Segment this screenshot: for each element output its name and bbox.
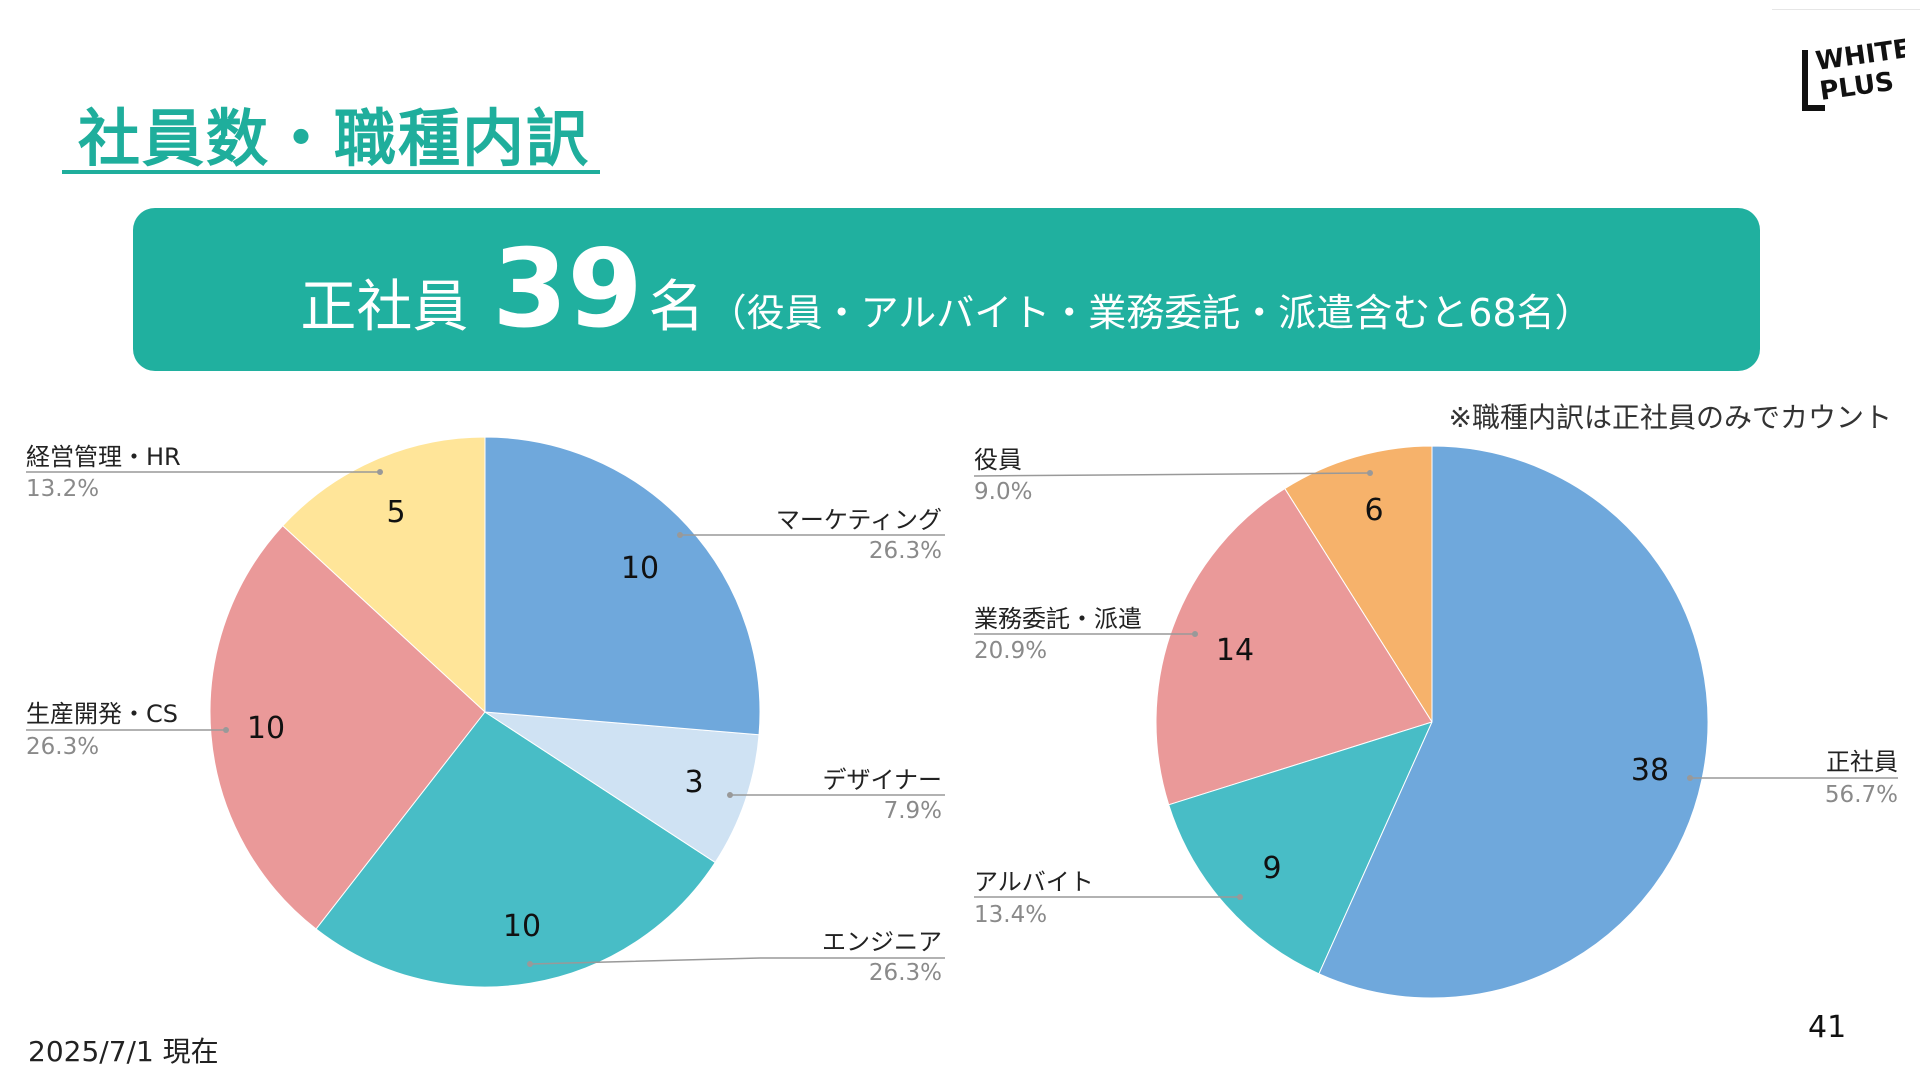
slice-part-time bbox=[1168, 721, 1433, 975]
footnote: ※職種内訳は正社員のみでカウント bbox=[1448, 401, 1892, 434]
percent-label-part-time: 13.4% bbox=[974, 902, 1047, 928]
pie-chart-employment: 38 9 14 6 正社員 56.7% アルバイト 13.4% 業務委託・派遣 … bbox=[973, 445, 1898, 999]
category-label-marketing: マーケティング bbox=[776, 506, 942, 534]
value-label-management-hr: 5 bbox=[386, 495, 405, 530]
leader-dot-marketing bbox=[677, 532, 683, 538]
leader-dot-executive bbox=[1367, 470, 1373, 476]
category-label-management-hr: 経営管理・HR bbox=[26, 443, 181, 471]
banner-unit: 名 bbox=[648, 274, 705, 340]
percent-label-engineer: 26.3% bbox=[869, 960, 942, 986]
category-label-production-cs: 生産開発・CS bbox=[26, 700, 178, 728]
leader-dot-management-hr bbox=[377, 469, 383, 475]
percent-label-designer: 7.9% bbox=[884, 798, 942, 824]
value-label-designer: 3 bbox=[684, 765, 703, 800]
leader-dot-designer bbox=[727, 792, 733, 798]
value-label-contractor: 14 bbox=[1216, 633, 1254, 668]
slice-regular-employee bbox=[1318, 445, 1709, 999]
category-label-executive: 役員 bbox=[974, 446, 1022, 474]
banner-count: 39 bbox=[492, 226, 643, 352]
category-label-part-time: アルバイト bbox=[974, 868, 1094, 896]
slice-designer bbox=[484, 711, 760, 864]
category-label-engineer: エンジニア bbox=[822, 928, 942, 956]
leader-dot-engineer bbox=[527, 961, 533, 967]
slice-engineer bbox=[315, 711, 716, 988]
slice-production-cs bbox=[209, 525, 486, 930]
pie-chart-occupation: 10 3 10 10 5 マーケティング 26.3% デザイナー 7.9% エン… bbox=[26, 436, 945, 988]
slice-executive bbox=[1284, 445, 1433, 724]
leader-dot-regular-employee bbox=[1687, 775, 1693, 781]
headcount-banner: 正社員 39 名 （役員・アルバイト・業務委託・派遣含むと68名） bbox=[133, 208, 1760, 371]
category-label-contractor: 業務委託・派遣 bbox=[974, 605, 1142, 633]
white-plus-logo: WHITE PLUS bbox=[1802, 36, 1905, 111]
leader-line-executive bbox=[973, 472, 1371, 477]
page-title: 社員数・職種内訳 bbox=[78, 102, 591, 175]
value-label-production-cs: 10 bbox=[247, 711, 285, 746]
leader-dot-part-time bbox=[1237, 894, 1243, 900]
banner-label: 正社員 bbox=[300, 274, 469, 340]
slice-marketing bbox=[484, 436, 761, 736]
percent-label-management-hr: 13.2% bbox=[26, 476, 99, 502]
percent-label-marketing: 26.3% bbox=[869, 538, 942, 564]
value-label-part-time: 9 bbox=[1262, 851, 1281, 886]
percent-label-production-cs: 26.3% bbox=[26, 734, 99, 760]
percent-label-contractor: 20.9% bbox=[974, 638, 1047, 664]
title-underline bbox=[62, 170, 600, 174]
percent-label-executive: 9.0% bbox=[974, 479, 1032, 505]
logo-divider bbox=[1772, 9, 1920, 10]
slice-contractor bbox=[1155, 487, 1433, 806]
value-label-regular-employee: 38 bbox=[1631, 753, 1669, 788]
category-label-designer: デザイナー bbox=[822, 766, 942, 794]
value-label-marketing: 10 bbox=[621, 551, 659, 586]
category-label-regular-employee: 正社員 bbox=[1826, 748, 1898, 776]
leader-line-engineer bbox=[529, 957, 945, 965]
value-label-executive: 6 bbox=[1364, 493, 1383, 528]
as-of-date: 2025/7/1 現在 bbox=[28, 1035, 219, 1068]
percent-label-regular-employee: 56.7% bbox=[1825, 782, 1898, 808]
leader-dot-production-cs bbox=[223, 727, 229, 733]
value-label-engineer: 10 bbox=[503, 909, 541, 944]
banner-detail: （役員・アルバイト・業務委託・派遣含むと68名） bbox=[708, 290, 1593, 335]
leader-dot-contractor bbox=[1192, 631, 1198, 637]
slice-management-hr bbox=[281, 436, 486, 714]
page-number: 41 bbox=[1808, 1010, 1847, 1045]
